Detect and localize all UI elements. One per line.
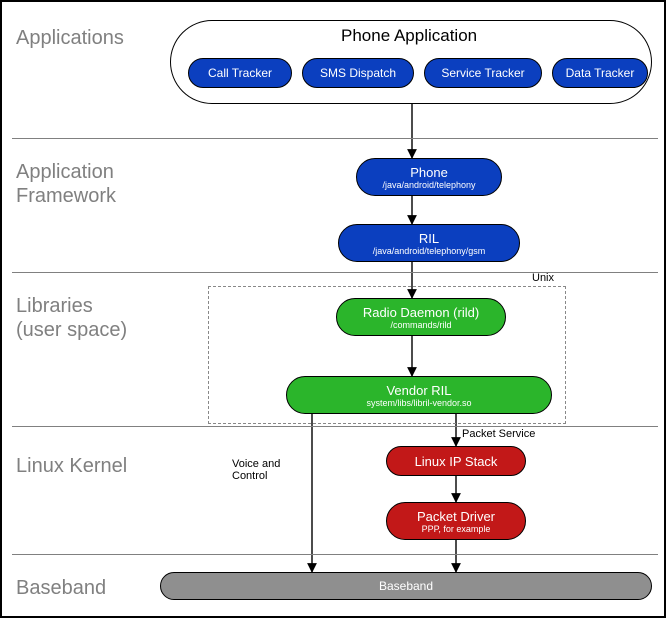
node-subtitle: /java/android/telephony/gsm <box>373 246 486 256</box>
node-label: Service Tracker <box>441 66 524 80</box>
layer-divider <box>12 138 658 139</box>
node-subtitle: system/libs/libril-vendor.so <box>366 398 471 408</box>
node-title: Radio Daemon (rild) <box>363 305 479 320</box>
baseband-label: Baseband <box>379 579 433 593</box>
node-subtitle: PPP, for example <box>422 524 491 534</box>
node-subtitle: /java/android/telephony <box>382 180 475 190</box>
vendor-ril-node: Vendor RILsystem/libs/libril-vendor.so <box>286 376 552 414</box>
ip-stack-node: Linux IP Stack <box>386 446 526 476</box>
node-title: Vendor RIL <box>386 383 451 398</box>
phone-application-title: Phone Application <box>341 26 477 46</box>
layer-label-kernel: Linux Kernel <box>16 454 127 478</box>
layer-divider <box>12 426 658 427</box>
node-label: Call Tracker <box>208 66 272 80</box>
annotation-packet-service: Packet Service <box>462 428 535 440</box>
node-title: Linux IP Stack <box>415 454 498 469</box>
node-subtitle: /commands/rild <box>390 320 451 330</box>
layer-divider <box>12 272 658 273</box>
layer-label-framework: ApplicationFramework <box>16 160 116 208</box>
service-tracker-node: Service Tracker <box>424 58 542 88</box>
rild-node: Radio Daemon (rild)/commands/rild <box>336 298 506 336</box>
layer-label-applications: Applications <box>16 26 124 50</box>
baseband-bar: Baseband <box>160 572 652 600</box>
ril-node: RIL/java/android/telephony/gsm <box>338 224 520 262</box>
call-tracker-node: Call Tracker <box>188 58 292 88</box>
data-tracker-node: Data Tracker <box>552 58 648 88</box>
layer-divider <box>12 554 658 555</box>
node-title: Phone <box>410 165 448 180</box>
sms-dispatch-node: SMS Dispatch <box>302 58 414 88</box>
node-title: Packet Driver <box>417 509 495 524</box>
node-label: Data Tracker <box>566 66 635 80</box>
phone-node: Phone/java/android/telephony <box>356 158 502 196</box>
layer-label-baseband: Baseband <box>16 576 106 600</box>
node-label: SMS Dispatch <box>320 66 396 80</box>
node-title: RIL <box>419 231 439 246</box>
annotation-unix: Unix <box>532 272 554 284</box>
layer-label-libraries: Libraries(user space) <box>16 294 127 342</box>
packet-driver-node: Packet DriverPPP, for example <box>386 502 526 540</box>
annotation-voice-control: Voice andControl <box>232 458 280 482</box>
